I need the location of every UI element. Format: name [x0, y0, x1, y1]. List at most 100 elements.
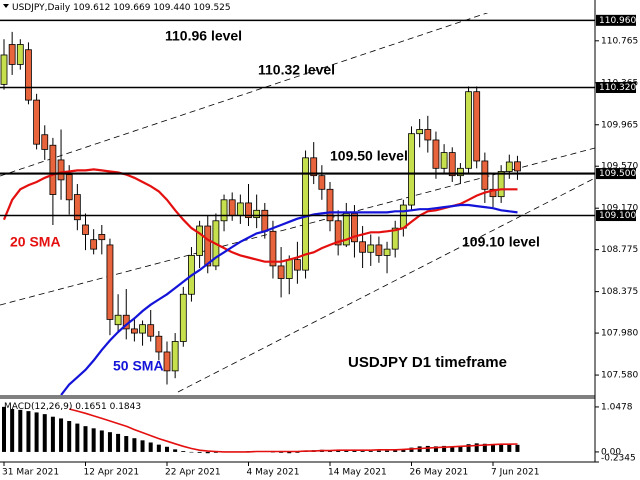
ohlc: 109.440 — [153, 3, 190, 13]
candle-body — [196, 225, 204, 256]
y-tick-label: 1.0478 — [601, 402, 633, 412]
candle-body — [448, 152, 456, 177]
histogram-bar — [205, 451, 210, 454]
candle-body — [440, 152, 448, 169]
histogram-bar — [18, 409, 23, 452]
candle-body — [261, 209, 269, 232]
histogram-bar — [156, 444, 161, 452]
x-tick-label: 31 Mar 2021 — [2, 468, 59, 478]
indicator-line — [60, 203, 518, 395]
x-tick-label: 26 May 2021 — [410, 468, 469, 478]
level-label-box — [596, 14, 636, 26]
histogram-bar — [401, 449, 406, 452]
candle-body — [424, 129, 432, 141]
ohlc: 109.612 — [73, 3, 110, 13]
y-tick-label: -0.2345 — [601, 454, 636, 464]
candle-body — [473, 91, 481, 162]
candle-body — [139, 324, 146, 334]
histogram-bar — [466, 444, 471, 452]
histogram-bar — [213, 451, 218, 453]
histogram-bar — [59, 418, 64, 452]
candle-body — [375, 244, 383, 256]
level-label: 110.960 — [599, 16, 636, 26]
candle-body — [416, 129, 424, 135]
candle-body — [179, 293, 187, 342]
candle-body — [334, 220, 342, 246]
candle-body — [277, 265, 285, 279]
histogram-bar — [189, 451, 194, 453]
histogram-bar — [450, 446, 455, 452]
candle-body — [65, 174, 73, 201]
indicator-line — [2, 168, 518, 263]
candle-body — [57, 159, 65, 181]
candle-body — [73, 194, 81, 221]
histogram-bar — [360, 451, 365, 452]
indicator-value: 0.1843 — [110, 402, 142, 412]
histogram-bar — [132, 438, 137, 452]
histogram-bar — [99, 430, 104, 452]
candle-body — [408, 133, 415, 206]
ohlc: 109.525 — [193, 3, 230, 13]
histogram-bar — [42, 414, 47, 452]
candle-body — [383, 248, 391, 256]
histogram — [2, 406, 520, 454]
x-tick-label: 12 Apr 2021 — [84, 468, 140, 478]
candle-body — [432, 139, 440, 169]
histogram-bar — [393, 450, 398, 452]
y-tick-label: 109.965 — [601, 120, 638, 130]
candle-body — [16, 44, 24, 65]
ohlc: 109.669 — [113, 3, 150, 13]
candle-body — [49, 144, 57, 195]
macd-panel — [2, 406, 520, 454]
level-label-box — [596, 168, 636, 180]
indicator-name: MACD(12,26,9) — [4, 402, 72, 412]
candle-body — [171, 341, 179, 372]
histogram-bar — [197, 451, 202, 453]
candle-body — [302, 157, 309, 271]
histogram-bar — [67, 421, 72, 452]
candle-body — [114, 314, 122, 326]
histogram-bar — [10, 408, 15, 452]
histogram-bar — [2, 406, 6, 452]
candle-body — [326, 188, 334, 222]
histogram-bar — [442, 445, 447, 452]
level-label: 109.500 — [599, 169, 636, 179]
candle-body — [33, 99, 40, 145]
candle-body — [285, 259, 293, 279]
x-tick-label: 14 May 2021 — [328, 468, 387, 478]
candle-body — [147, 324, 155, 337]
candle-body — [391, 227, 399, 250]
y-tick-label: 107.980 — [601, 329, 638, 339]
candle-body — [456, 167, 464, 177]
histogram-bar — [433, 446, 438, 452]
candle-body — [106, 244, 114, 320]
candle-body — [465, 91, 472, 169]
candle-body — [245, 202, 252, 219]
x-tick-label: 4 May 2021 — [247, 468, 300, 478]
histogram-bar — [336, 450, 341, 452]
candle-body — [399, 204, 407, 229]
candle-body — [269, 230, 277, 267]
histogram-bar — [34, 412, 39, 452]
symbol: USDJPY,Daily — [12, 3, 71, 13]
candle-body — [228, 199, 236, 216]
histogram-bar — [148, 442, 153, 452]
macd-header: MACD(12,26,9) 0.1651 0.1843 — [4, 402, 141, 412]
histogram-bar — [50, 416, 55, 452]
y-tick-label: 110.765 — [601, 36, 638, 46]
level-label-box — [596, 210, 636, 222]
series-label: 20 SMA — [10, 234, 61, 250]
chart-header: USDJPY,Daily 109.612 109.669 109.440 109… — [12, 3, 231, 13]
histogram-bar — [287, 451, 292, 454]
candle-body — [514, 161, 521, 172]
histogram-bar — [181, 451, 186, 452]
level-annotation: 110.32 level — [258, 62, 335, 78]
histogram-bar — [173, 449, 178, 452]
candle-body — [8, 44, 16, 65]
candle-body — [505, 161, 513, 172]
candle-body — [155, 335, 163, 353]
candle-body — [359, 241, 367, 253]
y-tick-label: 0.00 — [601, 447, 621, 457]
